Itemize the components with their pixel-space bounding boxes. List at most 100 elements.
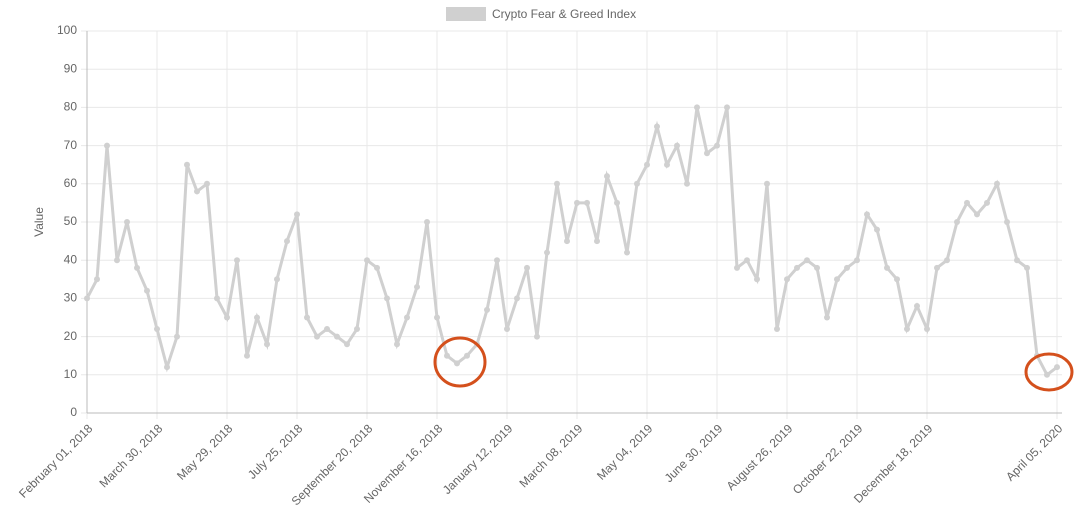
- highlight-circle: [1024, 352, 1074, 392]
- y-tick-label: 10: [64, 367, 78, 381]
- x-tick-label: November 16, 2018: [361, 421, 446, 506]
- data-point: [84, 295, 90, 302]
- data-point: [374, 264, 380, 271]
- data-point: [974, 211, 980, 218]
- y-tick-label: 80: [64, 100, 78, 114]
- x-tick-label: January 12, 2019: [440, 421, 516, 497]
- y-tick-label: 50: [64, 214, 78, 228]
- data-point: [124, 219, 130, 225]
- x-tick-label: August 26, 2019: [724, 421, 796, 493]
- data-point: [604, 173, 610, 180]
- data-point: [444, 352, 450, 359]
- y-tick-label: 40: [64, 252, 78, 266]
- y-tick-label: 30: [64, 291, 78, 305]
- data-point: [904, 325, 910, 332]
- legend-label[interactable]: Crypto Fear & Greed Index: [492, 7, 636, 21]
- data-point: [804, 257, 810, 264]
- data-point: [824, 314, 830, 321]
- data-point: [614, 199, 620, 206]
- data-point: [784, 276, 790, 283]
- data-point: [194, 188, 200, 195]
- data-point: [574, 199, 580, 206]
- y-tick-label: 70: [64, 138, 78, 152]
- data-point: [924, 325, 930, 332]
- data-point: [314, 333, 320, 340]
- x-tick-label: April 05, 2020: [1003, 421, 1065, 483]
- data-point: [434, 314, 440, 321]
- data-point: [184, 161, 190, 168]
- data-point: [394, 341, 400, 348]
- x-tick-label: October 22, 2019: [790, 421, 866, 497]
- data-point: [534, 333, 540, 340]
- data-point: [724, 104, 730, 111]
- y-axis-label: Value: [32, 207, 46, 237]
- data-point: [554, 180, 560, 187]
- data-point: [544, 249, 550, 256]
- data-point: [874, 226, 880, 233]
- data-point: [1004, 219, 1010, 225]
- data-point: [234, 257, 240, 264]
- data-point: [264, 341, 270, 348]
- data-point: [144, 287, 150, 294]
- data-point: [284, 238, 290, 245]
- legend-swatch[interactable]: [446, 7, 486, 21]
- data-point: [404, 314, 410, 321]
- data-point: [294, 211, 300, 218]
- y-tick-label: 60: [64, 176, 78, 190]
- data-point: [524, 264, 530, 271]
- highlight-circle: [433, 336, 487, 388]
- data-point: [644, 161, 650, 168]
- data-point: [734, 264, 740, 271]
- data-point: [914, 303, 920, 310]
- data-point: [624, 249, 630, 256]
- data-point: [304, 314, 310, 321]
- data-point: [634, 180, 640, 187]
- data-point: [664, 161, 670, 168]
- data-point: [944, 257, 950, 264]
- data-point: [684, 180, 690, 187]
- data-point: [704, 150, 710, 157]
- data-point: [134, 264, 140, 271]
- data-point: [854, 257, 860, 264]
- x-tick-label: May 29, 2018: [174, 421, 236, 483]
- data-point: [694, 104, 700, 111]
- data-point: [494, 257, 500, 264]
- data-point: [884, 264, 890, 271]
- x-tick-label: June 30, 2019: [662, 421, 726, 485]
- data-point: [994, 180, 1000, 187]
- data-point: [484, 306, 490, 313]
- data-point: [964, 199, 970, 206]
- y-tick-label: 0: [70, 405, 77, 419]
- data-point: [384, 295, 390, 302]
- data-point: [414, 283, 420, 290]
- x-tick-label: March 08, 2019: [516, 421, 585, 490]
- data-line: [85, 107, 1058, 378]
- data-point: [864, 211, 870, 218]
- data-point: [954, 219, 960, 225]
- data-point: [274, 276, 280, 283]
- data-point: [834, 276, 840, 283]
- data-point: [224, 314, 230, 321]
- data-point: [514, 295, 520, 302]
- data-point: [1014, 257, 1020, 264]
- data-point: [254, 314, 260, 321]
- data-point: [244, 352, 250, 359]
- data-point: [654, 123, 660, 130]
- data-point: [764, 180, 770, 187]
- data-point: [934, 264, 940, 271]
- data-point: [674, 142, 680, 149]
- data-point: [754, 276, 760, 283]
- data-point: [584, 199, 590, 206]
- data-point: [774, 325, 780, 332]
- data-point: [1054, 364, 1060, 371]
- data-point: [714, 142, 720, 149]
- x-tick-label: May 04, 2019: [594, 421, 656, 483]
- data-point: [154, 325, 160, 332]
- data-point: [894, 276, 900, 283]
- data-point: [354, 325, 360, 332]
- x-tick-label: December 18, 2019: [851, 421, 936, 506]
- data-point: [1024, 264, 1030, 271]
- y-tick-label: 90: [64, 61, 78, 75]
- y-tick-label: 20: [64, 329, 78, 343]
